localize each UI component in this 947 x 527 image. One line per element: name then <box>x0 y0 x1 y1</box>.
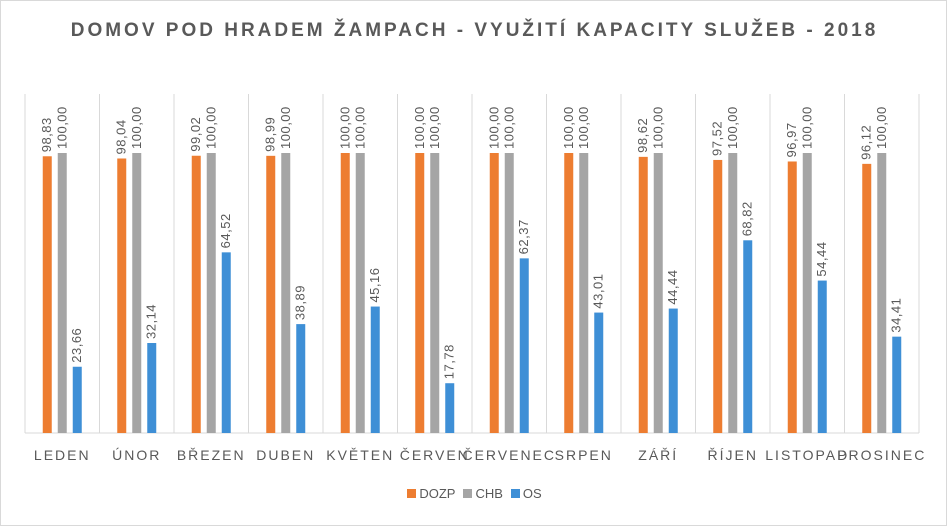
data-label: 100,00 <box>412 106 427 149</box>
bar-os <box>519 258 529 433</box>
data-label: 99,02 <box>188 117 203 152</box>
bar-os <box>445 383 455 433</box>
data-label: 100,00 <box>725 106 740 149</box>
bar-os <box>817 280 827 433</box>
bar-os <box>892 336 902 433</box>
legend-label: CHB <box>475 486 503 501</box>
data-label: 100,00 <box>486 106 501 149</box>
legend-label: DOZP <box>419 486 456 501</box>
bar-dozp <box>862 163 872 433</box>
data-label: 100,00 <box>203 106 218 149</box>
data-label: 100,00 <box>337 106 352 149</box>
data-label: 34,41 <box>889 298 904 333</box>
data-label: 100,00 <box>54 106 69 149</box>
data-label: 17,78 <box>442 344 457 379</box>
data-label: 100,00 <box>650 106 665 149</box>
data-label: 96,97 <box>784 122 799 157</box>
bar-os <box>370 306 380 433</box>
data-label: 100,00 <box>799 106 814 149</box>
x-tick-label: LEDEN <box>34 447 91 463</box>
data-label: 38,89 <box>293 285 308 320</box>
legend-swatch <box>463 489 473 498</box>
bar-dozp <box>340 153 350 433</box>
bar-dozp <box>638 156 648 433</box>
legend-item-os: OS <box>510 486 542 501</box>
data-label: 100,00 <box>129 106 144 149</box>
bar-chb <box>206 153 216 433</box>
data-label: 100,00 <box>501 106 516 149</box>
bar-dozp <box>191 155 201 433</box>
bar-chb <box>504 153 514 433</box>
legend-swatch <box>510 489 520 498</box>
data-label: 100,00 <box>576 106 591 149</box>
data-label: 100,00 <box>874 106 889 149</box>
bar-chb <box>653 153 663 433</box>
data-label: 45,16 <box>367 268 382 303</box>
x-tick-label: ZÁŘÍ <box>638 447 678 463</box>
data-label: 100,00 <box>427 106 442 149</box>
data-label: 98,83 <box>39 117 54 152</box>
bar-os <box>668 308 678 433</box>
bar-os <box>72 366 82 433</box>
bar-dozp <box>564 153 574 433</box>
data-label: 44,44 <box>665 270 680 305</box>
data-label: 100,00 <box>352 106 367 149</box>
data-label: 100,00 <box>278 106 293 149</box>
bar-os <box>743 240 753 433</box>
bar-chb <box>728 153 738 433</box>
bar-chb <box>579 153 589 433</box>
legend: DOZP CHB OS <box>1 486 947 501</box>
bar-chb <box>430 153 440 433</box>
data-label: 64,52 <box>218 213 233 248</box>
x-tick-label: ŘÍJEN <box>708 447 758 463</box>
data-label: 23,66 <box>69 328 84 363</box>
x-tick-label: DUBEN <box>256 447 315 463</box>
data-label: 62,37 <box>516 219 531 254</box>
data-label: 97,52 <box>710 121 725 156</box>
x-tick-label: SRPEN <box>555 447 613 463</box>
bar-chb <box>132 153 142 433</box>
legend-swatch <box>407 489 417 498</box>
data-label: 98,99 <box>263 117 278 152</box>
bar-os <box>221 252 231 433</box>
x-tick-label: PROSINEC <box>837 447 926 463</box>
bar-chb <box>281 153 291 433</box>
bar-dozp <box>787 161 797 433</box>
bar-os <box>594 312 604 433</box>
bar-os <box>147 343 157 433</box>
data-label: 100,00 <box>561 106 576 149</box>
data-label: 96,12 <box>859 125 874 160</box>
x-tick-label: ČERVENEC <box>462 447 556 463</box>
x-tick-label: BŘEZEN <box>177 447 246 463</box>
bar-dozp <box>117 158 127 433</box>
legend-item-dozp: DOZP <box>407 486 455 501</box>
x-tick-label: LISTOPAD <box>765 447 849 463</box>
legend-item-chb: CHB <box>463 486 503 501</box>
legend-label: OS <box>522 486 542 501</box>
data-label: 98,62 <box>635 118 650 153</box>
bar-dozp <box>713 159 723 433</box>
x-tick-label: KVĚTEN <box>326 447 394 463</box>
data-label: 43,01 <box>591 274 606 309</box>
data-label: 68,82 <box>740 201 755 236</box>
bar-chb <box>802 153 812 433</box>
data-label: 98,04 <box>114 119 129 154</box>
bar-dozp <box>266 155 276 433</box>
x-tick-label: ÚNOR <box>112 447 161 463</box>
bar-chb <box>877 153 887 433</box>
data-label: 32,14 <box>144 304 159 339</box>
chart-title: DOMOV POD HRADEM ŽAMPACH - VYUŽITÍ KAPAC… <box>70 20 879 41</box>
bar-chb <box>57 153 67 433</box>
bar-dozp <box>42 156 52 433</box>
bar-chb <box>355 153 365 433</box>
bar-dozp <box>415 153 425 433</box>
bar-dozp <box>489 153 499 433</box>
data-label: 54,44 <box>814 242 829 277</box>
bar-os <box>296 324 306 433</box>
x-tick-label: ČERVEN <box>400 447 470 463</box>
